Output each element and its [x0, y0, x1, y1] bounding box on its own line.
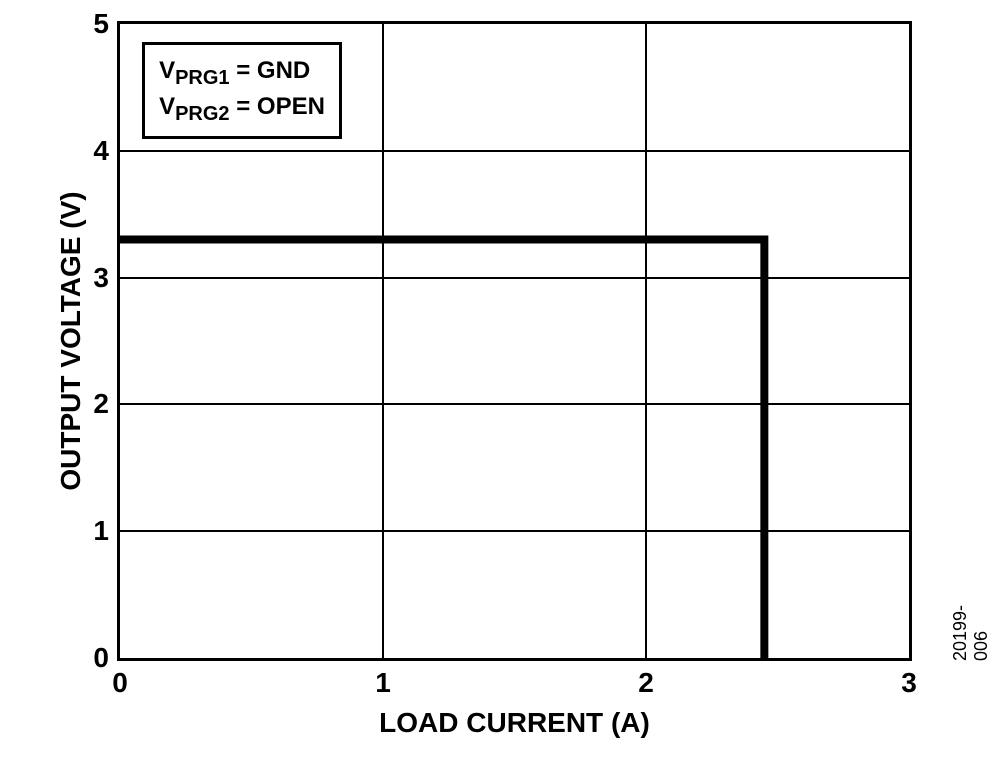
annotation-line: VPRG1 = GND	[159, 55, 325, 91]
plot-area: VPRG1 = GNDVPRG2 = OPEN	[117, 21, 912, 661]
x-axis-label: LOAD CURRENT (A)	[117, 707, 912, 739]
y-tick-label: 3	[85, 262, 109, 294]
figure-code: 20199-006	[950, 605, 992, 661]
y-tick-label: 2	[85, 388, 109, 420]
annotation-box: VPRG1 = GNDVPRG2 = OPEN	[142, 42, 342, 140]
x-tick-label: 2	[638, 667, 654, 699]
series-vout	[120, 240, 764, 658]
chart-container: VPRG1 = GNDVPRG2 = OPEN 0 1 2 3 0 1 2 3 4 5 LOAD…	[0, 0, 993, 775]
x-tick-label: 1	[375, 667, 391, 699]
x-tick-label: 0	[112, 667, 128, 699]
y-axis-label: OUTPUT VOLTAGE (V)	[55, 21, 87, 661]
annotation-line: VPRG2 = OPEN	[159, 91, 325, 127]
y-tick-label: 1	[85, 515, 109, 547]
y-tick-label: 0	[85, 642, 109, 674]
y-tick-label: 5	[85, 8, 109, 40]
x-tick-label: 3	[901, 667, 917, 699]
y-tick-label: 4	[85, 135, 109, 167]
